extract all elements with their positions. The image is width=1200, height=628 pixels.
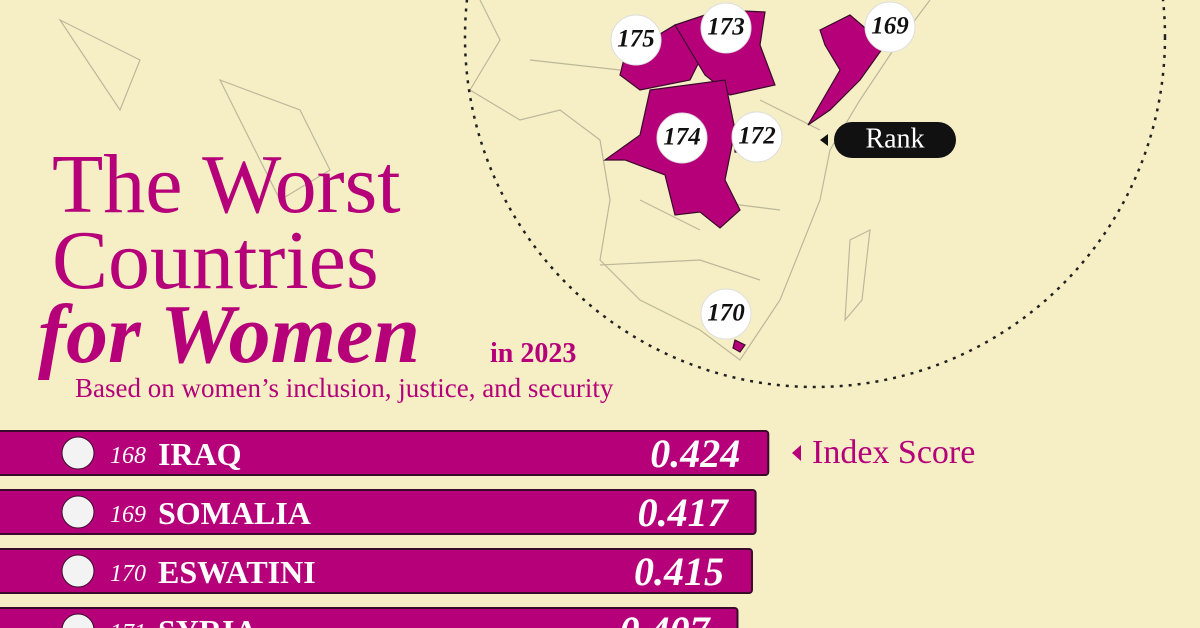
country-shape xyxy=(732,339,746,353)
value-caption-text: Index Score xyxy=(812,434,975,471)
bar xyxy=(0,607,739,628)
borders xyxy=(529,59,821,281)
rank-label: 169 xyxy=(110,502,146,528)
title-line: The Worst xyxy=(52,138,401,231)
value-caption: Index Score xyxy=(792,434,975,471)
marker-bubble xyxy=(700,2,752,54)
rank-caption-text: Rank xyxy=(865,123,924,154)
marker-bubble xyxy=(610,14,662,66)
title-line: Countries xyxy=(52,214,379,307)
flag xyxy=(61,436,95,470)
category-label: IRAQ xyxy=(158,436,242,472)
rank-label: 171 xyxy=(110,620,146,628)
marker-bubble xyxy=(731,111,783,163)
value-label: 0.417 xyxy=(638,490,730,535)
country-shape xyxy=(807,14,886,126)
marker-bubble xyxy=(700,288,752,340)
title-suffix: in 2023 xyxy=(490,338,576,369)
bars: 168 IRAQ 0.424 169 SOMALIA 0.417 170 ESWATINI 0.… xyxy=(0,430,770,628)
subtitle: Based on women’s inclusion, justice, and… xyxy=(75,373,614,403)
caption-pointer xyxy=(792,445,801,461)
flag xyxy=(61,554,95,588)
value-label: 0.424 xyxy=(650,431,740,476)
bar xyxy=(0,548,753,594)
category-label: SOMALIA xyxy=(158,495,311,531)
bar xyxy=(0,489,757,535)
value-label: 0.415 xyxy=(634,549,724,594)
marker-label: 173 xyxy=(707,14,745,41)
rank-label: 168 xyxy=(110,443,146,469)
rank-markers: 175 173 169 174 172 170 xyxy=(610,1,916,340)
marker-label: 169 xyxy=(871,13,909,40)
bar xyxy=(0,430,770,476)
rank-label: 170 xyxy=(110,561,146,587)
marker-label: 172 xyxy=(738,123,776,150)
madagascar xyxy=(844,228,871,322)
value-label: 0.407 xyxy=(619,608,711,628)
caption-pill xyxy=(834,122,956,158)
title-line: for Women xyxy=(38,288,420,381)
category-label: SYRIA xyxy=(158,613,258,628)
marker-label: 174 xyxy=(663,124,701,151)
background-land xyxy=(58,18,331,201)
rank-caption: Rank xyxy=(820,122,956,158)
flag xyxy=(61,495,95,529)
map-frame xyxy=(463,0,1167,389)
marker-bubble xyxy=(864,1,916,53)
marker-bubble xyxy=(656,112,708,164)
caption-pointer xyxy=(820,134,828,146)
category-label: ESWATINI xyxy=(158,554,316,590)
marker-label: 175 xyxy=(617,26,655,53)
flag xyxy=(61,613,95,628)
marker-label: 170 xyxy=(707,300,745,327)
